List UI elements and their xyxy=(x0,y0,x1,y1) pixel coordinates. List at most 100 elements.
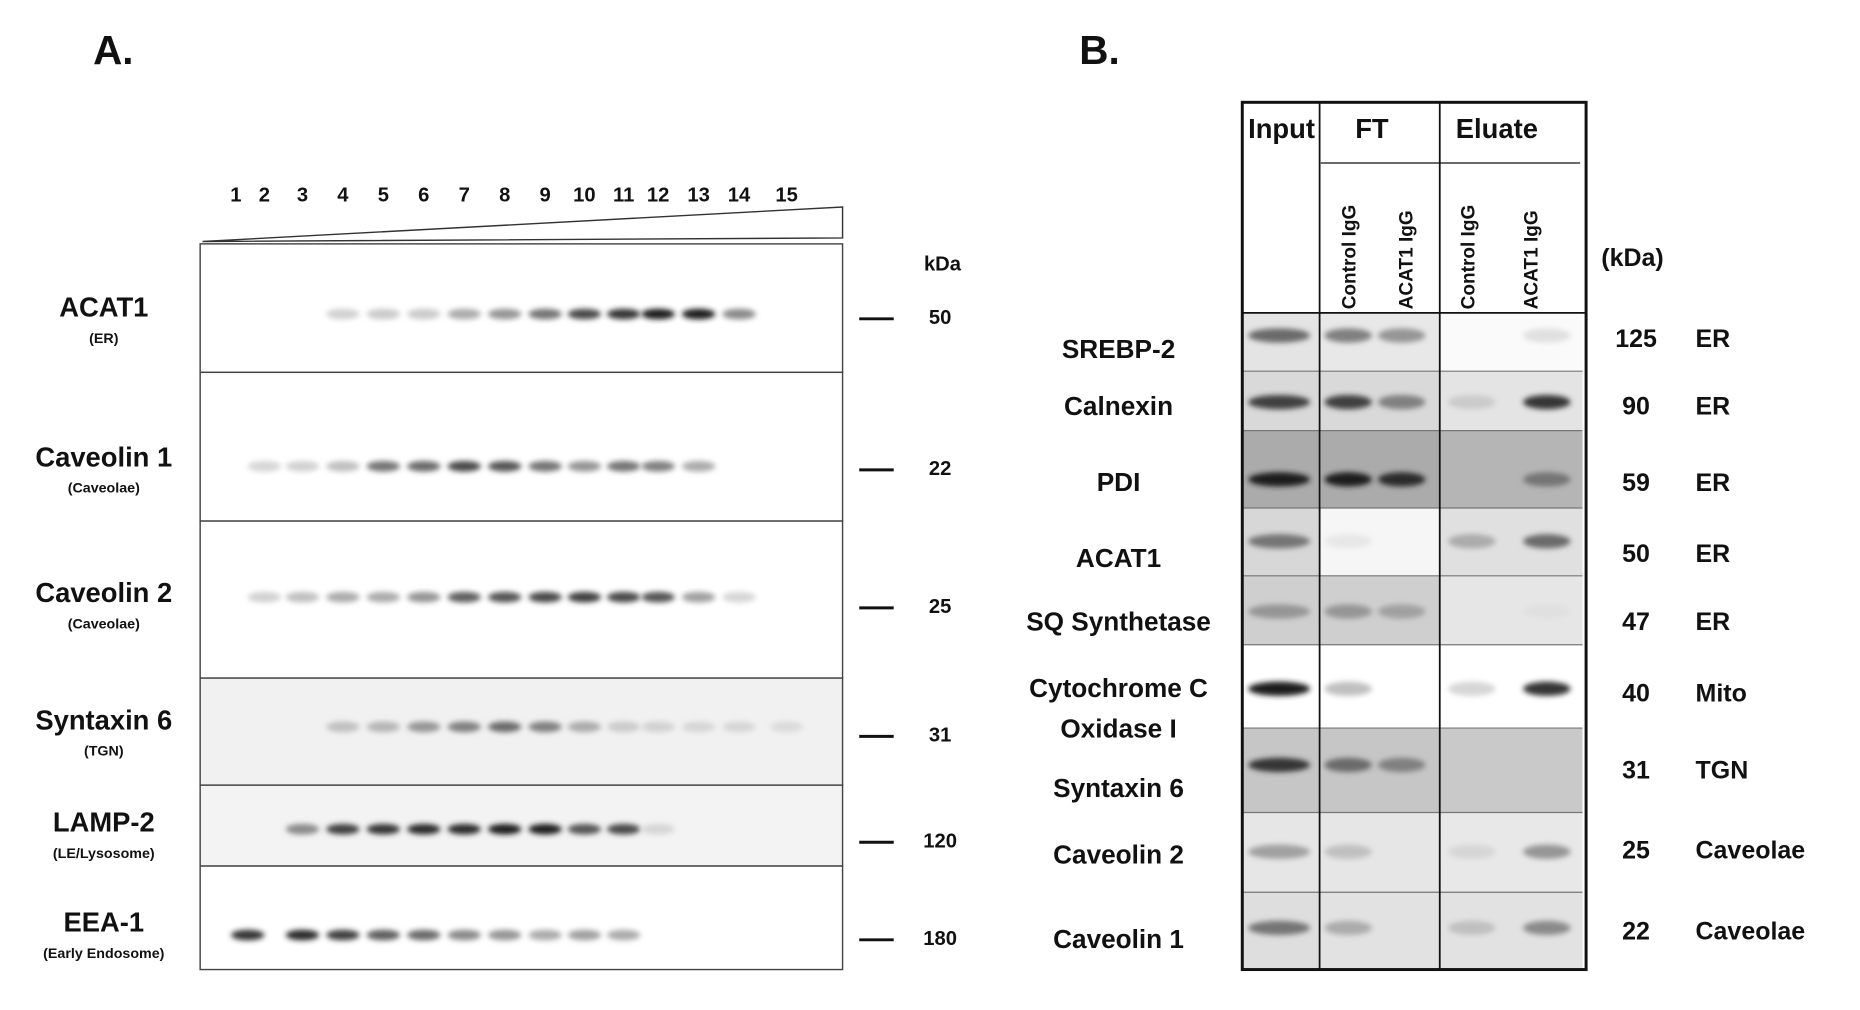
band xyxy=(641,823,675,835)
band xyxy=(681,460,716,472)
lane-number: 6 xyxy=(418,185,429,207)
band xyxy=(1523,472,1571,487)
band xyxy=(326,721,360,733)
blot-frame xyxy=(1240,100,1588,972)
band xyxy=(1523,394,1571,410)
row-name: ACAT1 xyxy=(59,292,148,323)
band xyxy=(681,591,716,603)
band xyxy=(326,308,360,320)
band xyxy=(528,823,562,835)
band xyxy=(326,591,360,603)
band xyxy=(1324,757,1372,773)
band xyxy=(1248,604,1311,619)
kda-value: 120 xyxy=(923,831,957,853)
band xyxy=(1324,472,1372,487)
location: Caveolae xyxy=(1696,836,1806,864)
row-name: Calnexin xyxy=(1064,391,1173,421)
kda-value: 22 xyxy=(1622,917,1650,945)
band xyxy=(366,460,401,472)
lane-number: 8 xyxy=(499,185,510,207)
kda-value: 25 xyxy=(1622,836,1650,864)
row-name: Syntaxin 6 xyxy=(1053,773,1184,803)
band xyxy=(1377,328,1426,343)
band xyxy=(247,591,282,603)
blot-strip xyxy=(199,243,844,374)
band xyxy=(607,823,641,835)
band xyxy=(447,721,481,733)
band xyxy=(447,591,481,603)
band xyxy=(567,591,602,603)
lane-number: 3 xyxy=(297,185,308,207)
location: ER xyxy=(1696,393,1731,421)
kda-value: 22 xyxy=(929,458,952,480)
kda-header: kDa xyxy=(924,254,962,276)
row-name: Caveolin 2 xyxy=(35,577,172,608)
band xyxy=(641,721,675,733)
band xyxy=(1523,534,1571,549)
row-sublabel: (TGN) xyxy=(84,744,124,760)
band xyxy=(528,929,562,941)
band xyxy=(1248,394,1311,410)
band xyxy=(1377,604,1426,619)
lane-number: 13 xyxy=(687,185,710,207)
band xyxy=(285,823,320,835)
row-sublabel: (Caveolae) xyxy=(68,616,140,632)
column-label: Control IgG xyxy=(1459,205,1480,310)
band xyxy=(1523,920,1571,936)
band xyxy=(407,823,441,835)
band xyxy=(722,308,756,320)
band xyxy=(528,591,562,603)
band xyxy=(488,591,522,603)
band xyxy=(488,460,522,472)
group-label: Eluate xyxy=(1456,113,1538,144)
column-label: ACAT1 IgG xyxy=(1397,210,1418,309)
lane-number: 1 xyxy=(230,185,241,207)
blot-strip xyxy=(1439,312,1583,372)
lane-number: 10 xyxy=(573,185,596,207)
band xyxy=(326,929,360,941)
band xyxy=(1448,394,1496,410)
row-name: SREBP-2 xyxy=(1062,334,1175,364)
lane-number: 14 xyxy=(728,185,751,207)
band xyxy=(1324,534,1372,549)
band xyxy=(488,929,522,941)
band xyxy=(1377,472,1426,487)
row-name: Cytochrome C xyxy=(1029,673,1208,703)
band xyxy=(1248,534,1311,549)
band xyxy=(567,460,602,472)
band xyxy=(769,721,804,733)
row-name: ACAT1 xyxy=(1076,543,1161,573)
blot-strip xyxy=(1439,430,1583,508)
kda-value: 40 xyxy=(1622,679,1650,707)
row-sublabel: (LE/Lysosome) xyxy=(53,846,155,862)
band xyxy=(681,308,716,320)
row-sublabel: (ER) xyxy=(89,331,119,347)
band xyxy=(528,460,562,472)
band xyxy=(1448,681,1496,696)
kda-value: 31 xyxy=(1622,757,1650,785)
band xyxy=(447,929,481,941)
band xyxy=(407,460,441,472)
gradient-wedge xyxy=(202,206,844,243)
band xyxy=(366,721,401,733)
kda-header: (kDa) xyxy=(1601,244,1663,272)
band xyxy=(567,308,602,320)
lane-number: 4 xyxy=(337,185,349,207)
column-label: ACAT1 IgG xyxy=(1522,210,1543,309)
band xyxy=(366,929,401,941)
band xyxy=(641,591,675,603)
band xyxy=(285,460,320,472)
band xyxy=(1523,604,1571,619)
lane-number: 12 xyxy=(647,185,670,207)
band xyxy=(1248,472,1311,487)
row-sublabel: (Caveolae) xyxy=(68,481,140,497)
location: ER xyxy=(1696,325,1731,353)
band xyxy=(1523,681,1571,696)
lane-number: 15 xyxy=(775,185,798,207)
band xyxy=(607,460,641,472)
band xyxy=(1377,394,1426,410)
band xyxy=(1377,757,1426,773)
lane-number: 5 xyxy=(378,185,389,207)
kda-value: 180 xyxy=(923,928,957,950)
band xyxy=(1523,328,1571,343)
